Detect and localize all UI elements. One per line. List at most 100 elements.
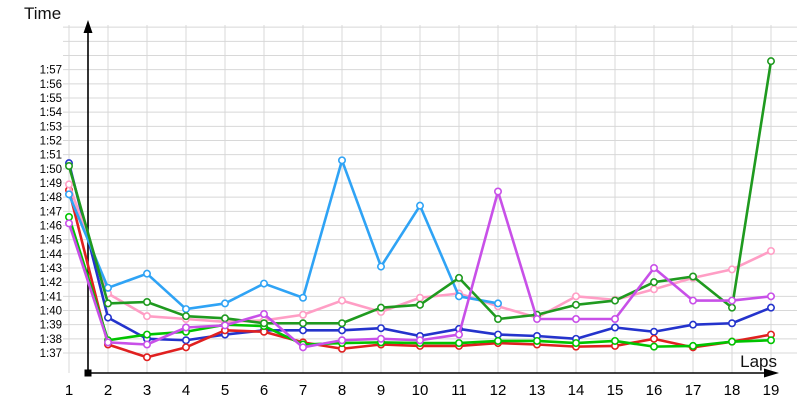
y-tick-label: 1:38 — [40, 334, 62, 346]
x-tick-label: 12 — [490, 382, 507, 399]
data-point-magenta — [337, 336, 346, 345]
x-tick-label: 9 — [377, 382, 385, 399]
data-point-magenta — [571, 314, 580, 323]
x-tick-label: 14 — [568, 382, 585, 399]
y-tick-label: 1:43 — [40, 263, 62, 275]
y-tick-label: 1:48 — [40, 192, 62, 204]
x-tick-label: 13 — [529, 382, 546, 399]
y-tick-label: 1:40 — [40, 305, 62, 317]
y-tick-label: 1:57 — [40, 65, 62, 77]
y-tick-label: 1:53 — [40, 121, 62, 133]
x-tick-label: 5 — [221, 382, 229, 399]
data-point-magenta — [454, 330, 463, 339]
y-tick-label: 1:45 — [40, 235, 62, 247]
data-point-dark-blue — [298, 326, 307, 335]
data-point-dark-blue — [649, 327, 658, 336]
data-point-dark-green — [259, 319, 268, 328]
x-axis-arrow-icon — [764, 368, 779, 378]
data-point-dark-blue — [493, 330, 502, 339]
data-point-dark-blue — [688, 320, 697, 329]
x-tick-label: 19 — [763, 382, 780, 399]
data-point-magenta — [298, 343, 307, 352]
data-point-dark-green — [766, 57, 775, 66]
data-point-dark-green — [221, 314, 230, 323]
data-point-light-blue — [65, 190, 74, 199]
x-tick-label: 7 — [299, 382, 307, 399]
data-point-light-blue — [298, 293, 307, 302]
data-point-magenta — [143, 340, 152, 349]
x-tick-label: 15 — [607, 382, 624, 399]
x-tick-label: 16 — [646, 382, 663, 399]
data-point-magenta — [376, 334, 385, 343]
data-point-dark-green — [688, 272, 697, 281]
data-point-magenta — [649, 263, 658, 272]
x-tick-label: 17 — [685, 382, 702, 399]
y-tick-label: 1:52 — [40, 135, 62, 147]
data-point-dark-blue — [727, 319, 736, 328]
data-point-dark-green — [376, 303, 385, 312]
y-tick-label: 1:51 — [40, 150, 62, 162]
data-point-dark-green — [727, 303, 736, 312]
y-tick-label: 1:47 — [40, 206, 62, 218]
x-tick-label: 3 — [143, 382, 151, 399]
data-point-pink — [415, 293, 424, 302]
data-point-magenta — [259, 310, 268, 319]
data-point-magenta — [65, 219, 74, 228]
data-point-pink — [571, 292, 580, 301]
y-axis-arrow-icon — [83, 20, 93, 33]
data-point-light-blue — [259, 279, 268, 288]
data-point-magenta — [415, 336, 424, 345]
data-point-dark-green — [493, 314, 502, 323]
data-point-light-blue — [454, 292, 463, 301]
data-point-light-blue — [337, 156, 346, 165]
data-point-magenta — [766, 292, 775, 301]
data-point-dark-green — [610, 296, 619, 305]
data-point-bright-green — [727, 337, 736, 346]
data-point-light-blue — [415, 201, 424, 210]
y-tick-label: 1:42 — [40, 277, 62, 289]
x-tick-label: 1 — [65, 382, 73, 399]
y-tick-label: 1:54 — [40, 107, 63, 119]
data-point-light-blue — [221, 299, 230, 308]
data-point-pink — [727, 265, 736, 274]
data-point-red — [182, 343, 191, 352]
data-point-dark-green — [337, 319, 346, 328]
axes — [83, 20, 779, 378]
data-point-dark-green — [571, 300, 580, 309]
data-point-bright-green — [454, 339, 463, 348]
data-point-pink — [65, 180, 74, 189]
y-tick-label: 1:46 — [40, 220, 62, 232]
data-point-bright-green — [688, 341, 697, 350]
data-point-bright-green — [766, 336, 775, 345]
data-point-dark-green — [143, 297, 152, 306]
data-point-magenta — [221, 321, 230, 330]
y-tick-label: 1:39 — [40, 320, 62, 332]
y-tick-label: 1:44 — [40, 249, 63, 261]
data-point-magenta — [727, 296, 736, 305]
data-point-red — [143, 353, 152, 362]
data-point-dark-green — [298, 319, 307, 328]
data-point-magenta — [610, 314, 619, 323]
data-point-dark-green — [415, 300, 424, 309]
data-point-magenta — [493, 187, 502, 196]
x-tick-label: 8 — [338, 382, 346, 399]
data-point-dark-green — [65, 161, 74, 170]
data-point-dark-blue — [610, 323, 619, 332]
x-tick-label: 4 — [182, 382, 190, 399]
data-point-magenta — [532, 314, 541, 323]
data-point-dark-green — [182, 312, 191, 321]
data-point-dark-green — [649, 278, 658, 287]
data-point-dark-blue — [337, 326, 346, 335]
data-point-light-blue — [376, 262, 385, 271]
data-point-bright-green — [610, 336, 619, 345]
y-tick-label: 1:41 — [40, 291, 62, 303]
y-tick-label: 1:56 — [40, 79, 62, 91]
data-point-light-blue — [493, 299, 502, 308]
data-point-magenta — [182, 323, 191, 332]
y-axis-title: Time — [24, 4, 62, 23]
data-point-bright-green — [571, 339, 580, 348]
x-tick-labels: 1 2 3 4 5 6 7 8 9 10 11 12 13 14 15 16 17 18 19 — [65, 382, 780, 399]
series-dark-green — [65, 57, 775, 328]
